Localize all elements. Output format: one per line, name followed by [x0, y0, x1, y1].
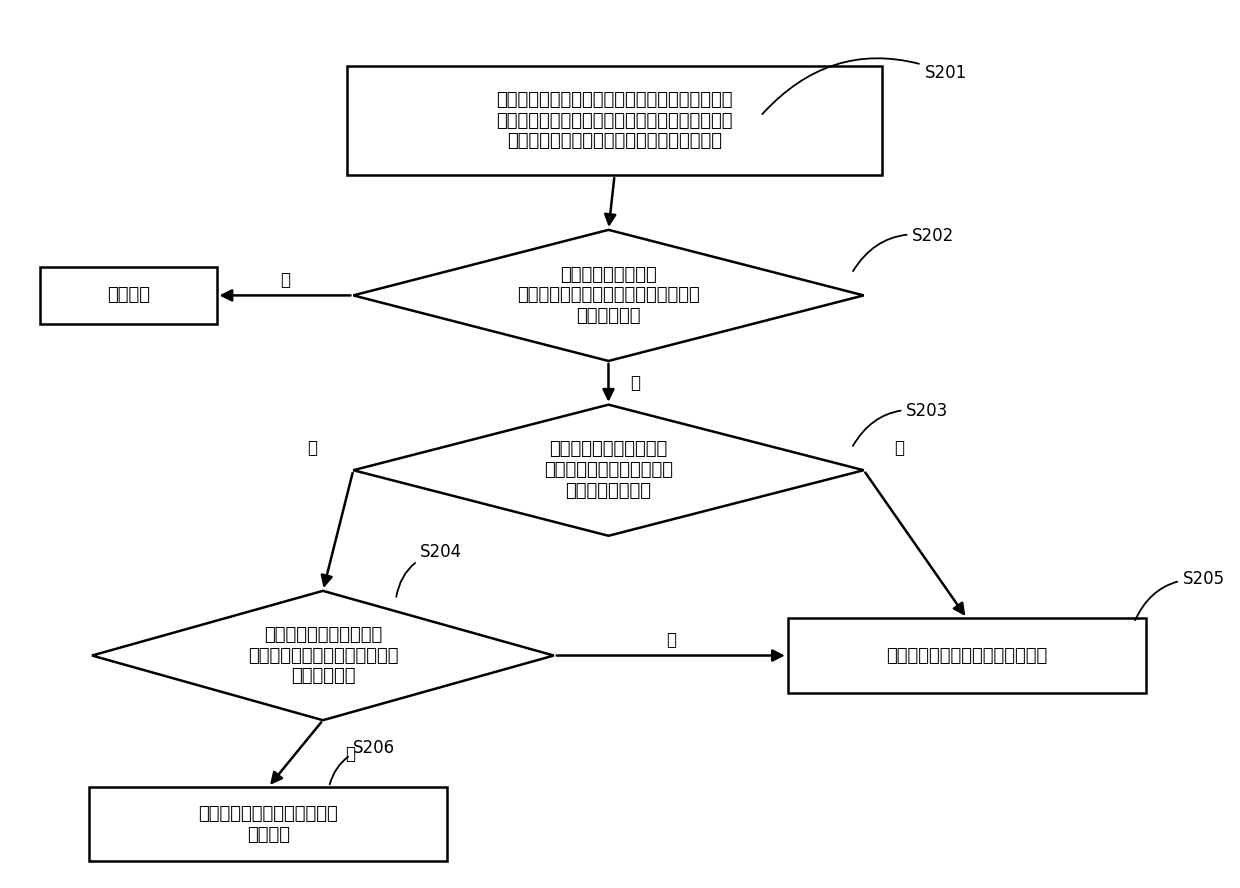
Text: S201: S201 [763, 59, 967, 115]
Polygon shape [353, 230, 864, 361]
Text: 控制电子设备保持驻留在第一
服务小区: 控制电子设备保持驻留在第一 服务小区 [198, 805, 339, 844]
Bar [347, 66, 882, 175]
Text: 否: 否 [666, 630, 676, 649]
Text: 控制电子设备进行异系统小区重选: 控制电子设备进行异系统小区重选 [887, 646, 1048, 664]
Text: 在电子设备驻留在第一服务小区的情况下，获取第
一服务小区的重选参数值；其中，第一服务小区是
与交通线路相关联的第一通信系统的服务小区: 在电子设备驻留在第一服务小区的情况下，获取第 一服务小区的重选参数值；其中，第一… [496, 91, 733, 150]
Text: 确定表征第一服务小区的
信号强度的第一参数值是否
满足第一预定条件: 确定表征第一服务小区的 信号强度的第一参数值是否 满足第一预定条件 [544, 440, 673, 500]
Bar [41, 267, 217, 324]
Text: 原有流程: 原有流程 [107, 287, 150, 305]
Polygon shape [92, 591, 554, 720]
Text: 确定表征第一服务小区的
信号质量的第二参数值是否满足
第三预定条件: 确定表征第一服务小区的 信号质量的第二参数值是否满足 第三预定条件 [248, 626, 398, 686]
Text: S206: S206 [330, 739, 396, 784]
Text: 根据第一服务小区的
重选参数值，确定电子设备是否满足异
系统重选准则: 根据第一服务小区的 重选参数值，确定电子设备是否满足异 系统重选准则 [517, 266, 699, 325]
Polygon shape [353, 405, 864, 535]
Text: S203: S203 [853, 401, 949, 446]
Bar [89, 787, 448, 861]
Text: S202: S202 [853, 227, 955, 271]
Bar [787, 618, 1146, 693]
Text: S205: S205 [1135, 570, 1225, 620]
Text: 是: 是 [345, 745, 355, 763]
Text: 是: 是 [630, 374, 640, 392]
Text: 否: 否 [894, 440, 904, 457]
Text: S204: S204 [397, 543, 463, 597]
Text: 否: 否 [280, 271, 290, 289]
Text: 是: 是 [306, 440, 317, 457]
